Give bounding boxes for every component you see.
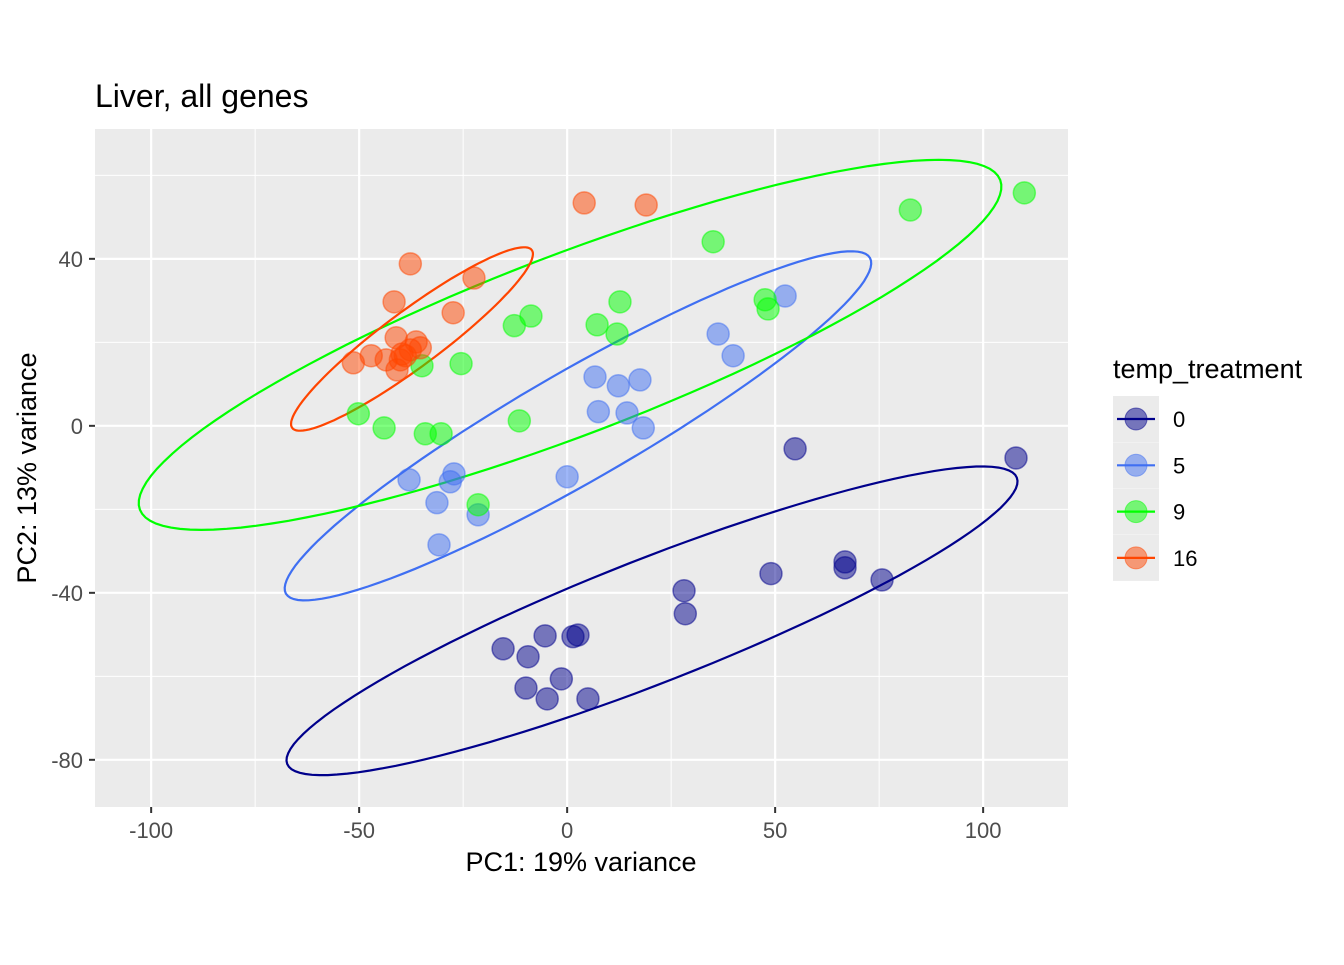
point-series-16 — [398, 252, 423, 276]
x-tick-label: 0 — [561, 818, 573, 843]
point-series-0 — [759, 561, 783, 586]
point-series-16 — [634, 193, 658, 217]
point-series-9 — [701, 229, 725, 254]
point-series-5 — [606, 374, 631, 398]
ellipse-series-5 — [283, 250, 873, 602]
point-series-0 — [549, 667, 574, 691]
point-series-16 — [572, 191, 596, 215]
point-series-9 — [507, 409, 532, 433]
point-series-5 — [615, 401, 639, 425]
point-series-0 — [673, 601, 698, 626]
legend-label-9: 9 — [1173, 500, 1185, 525]
y-tick-label: 40 — [59, 247, 83, 272]
point-series-9 — [608, 290, 632, 314]
point-series-0 — [576, 687, 600, 711]
ellipse-series-9 — [137, 158, 1003, 532]
x-tick-label: 100 — [965, 818, 1002, 843]
legend-point-0 — [1124, 407, 1148, 431]
point-series-0 — [533, 624, 557, 648]
point-series-9 — [1012, 181, 1037, 205]
point-series-16 — [462, 266, 486, 290]
x-tick-label: -100 — [129, 818, 173, 843]
point-series-16 — [441, 300, 465, 325]
point-series-5 — [721, 343, 745, 368]
x-tick-label: 50 — [763, 818, 787, 843]
ellipse-series-16 — [290, 246, 534, 432]
point-series-0 — [1004, 446, 1028, 470]
point-series-5 — [628, 368, 652, 392]
confidence-ellipses — [137, 158, 1019, 777]
point-series-9 — [372, 416, 396, 440]
point-series-9 — [346, 401, 371, 426]
x-tick-label: -50 — [343, 818, 375, 843]
y-tick-label: -40 — [51, 581, 83, 606]
point-series-0 — [516, 644, 540, 669]
legend-label-16: 16 — [1173, 546, 1197, 571]
point-series-5 — [706, 322, 730, 346]
data-points — [341, 181, 1037, 711]
x-axis-ticks: -100 -50 0 50 100 — [129, 807, 1001, 843]
point-series-0 — [491, 637, 515, 661]
y-axis-ticks: -80 -40 0 40 — [51, 247, 95, 773]
point-series-0 — [672, 578, 696, 603]
point-series-5 — [427, 533, 451, 557]
x-axis-label: PC1: 19% variance — [465, 847, 696, 877]
point-series-16 — [382, 290, 406, 314]
point-series-0 — [535, 687, 559, 711]
point-series-5 — [397, 467, 421, 492]
point-series-9 — [585, 313, 609, 337]
point-series-9 — [502, 313, 527, 338]
point-series-0 — [561, 624, 585, 649]
point-series-9 — [898, 198, 923, 222]
legend-label-5: 5 — [1173, 453, 1185, 478]
point-series-9 — [429, 422, 453, 446]
point-series-5 — [438, 470, 463, 494]
point-series-5 — [583, 365, 607, 389]
ellipse-series-0 — [285, 465, 1019, 777]
point-series-9 — [605, 322, 629, 346]
point-series-9 — [449, 351, 473, 376]
legend: 0 5 9 16 — [1113, 396, 1197, 581]
legend-point-16 — [1124, 546, 1148, 570]
legend-label-0: 0 — [1173, 407, 1185, 432]
point-series-5 — [586, 399, 611, 424]
point-series-0 — [783, 437, 807, 461]
point-series-5 — [555, 465, 579, 489]
point-series-16 — [341, 351, 366, 375]
legend-point-9 — [1124, 500, 1148, 524]
y-tick-label: 0 — [71, 414, 83, 439]
point-series-16 — [393, 343, 418, 368]
point-series-0 — [870, 568, 894, 592]
y-tick-label: -80 — [51, 748, 83, 773]
legend-title: temp_treatment — [1113, 354, 1303, 384]
point-series-0 — [514, 676, 538, 700]
point-series-0 — [833, 556, 857, 580]
point-series-5 — [425, 490, 449, 515]
point-series-9 — [466, 492, 490, 517]
point-series-5 — [631, 416, 656, 440]
legend-point-5 — [1124, 453, 1148, 477]
y-axis-label: PC2: 13% variance — [12, 352, 42, 583]
chart-title: Liver, all genes — [95, 78, 308, 114]
point-series-9 — [756, 297, 780, 321]
